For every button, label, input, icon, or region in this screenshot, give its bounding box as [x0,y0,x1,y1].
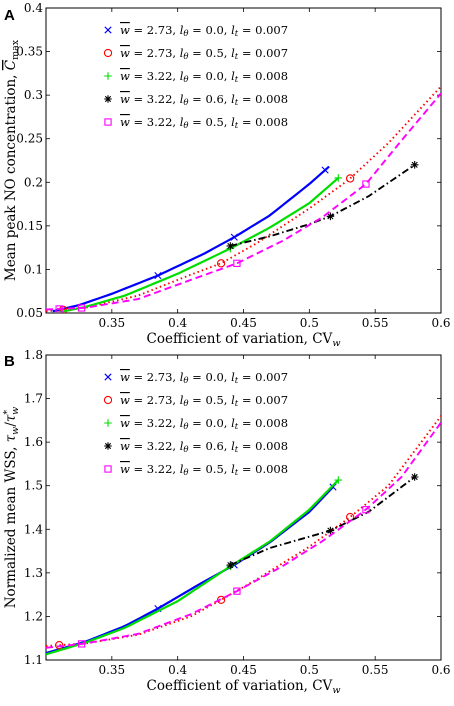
x-tick-label: 0.45 [230,316,257,330]
legend-entry: w = 3.22, lθ = 0.6, lt = 0.008 [120,92,288,108]
y-tick-label: 1.2 [24,609,43,623]
data-point-marker [233,587,241,595]
x-tick-label: 0.6 [431,663,450,677]
data-point-marker [230,233,238,241]
x-axis-label: Coefficient of variation, CVw [147,678,341,696]
x-tick-label: 0.55 [362,663,389,677]
data-point-marker [55,305,63,313]
data-point-marker [410,161,419,169]
chart-panel-a: 0.35 0.4 0.45 0.5 0.55 0.6 0.05 0.1 0.15 0.2 0.25 0… [3,1,451,349]
legend-marker [104,118,112,126]
data-point-marker [154,271,162,280]
series-group [46,85,441,313]
y-axis-label: Mean peak NO concentration, Cmax [3,39,21,281]
y-tick-label: 0.3 [24,88,43,102]
y-tick-label: 1.8 [24,348,43,362]
series-line-3 [46,479,340,656]
y-tick-label: 1.1 [24,653,43,667]
y-tick-label: 1.7 [24,392,43,406]
legend-entry: w = 2.73, lθ = 0.0, lt = 0.007 [120,23,288,39]
data-point-marker [77,304,86,312]
data-point-marker [233,259,241,267]
legend-marker [104,72,112,80]
legend: w = 2.73, lθ = 0.0, lt = 0.007 w = 2.73, … [103,23,288,131]
series-line-3 [55,177,340,313]
legend-marker [104,95,112,103]
series-line-1 [52,165,330,313]
panel-letter: A [4,7,15,24]
series-line-2 [46,415,441,648]
series-line-4 [229,476,416,566]
series-line-2 [46,85,441,313]
x-tick-label: 0.45 [230,663,257,677]
panel-letter: B [4,353,15,370]
legend-marker [104,26,112,34]
x-tick-label: 0.4 [168,316,187,330]
y-axis-label: Normalized mean WSS, τw/τ*w [2,407,21,609]
data-point-marker [216,259,226,268]
series-line-5 [46,92,441,311]
y-tick-label: 1.5 [24,479,43,493]
y-tick-label: 0.15 [16,219,43,233]
legend-entry: w = 3.22, lθ = 0.5, lt = 0.008 [120,115,288,131]
y-tick-label: 0.2 [24,175,43,189]
y-tick-label: 0.05 [16,306,43,320]
y-tick-label: 0.25 [16,132,43,146]
series-line-5 [46,421,441,649]
y-tick-label: 0.35 [16,45,43,59]
x-tick-label: 0.5 [300,316,319,330]
y-tick-label: 1.3 [24,566,43,580]
x-tick-label: 0.35 [98,316,125,330]
legend-entry: w = 3.22, lθ = 0.5, lt = 0.008 [120,462,288,478]
data-point-marker [321,166,329,174]
data-point-marker [410,473,419,481]
x-tick-label: 0.35 [98,663,125,677]
data-point-marker [334,174,343,182]
legend-marker [104,373,112,381]
legend-marker [104,419,112,427]
data-point-marker [334,476,343,484]
x-tick-label: 0.5 [300,663,319,677]
legend-entry: w = 3.22, lθ = 0.0, lt = 0.008 [120,416,288,432]
data-point-marker [226,561,235,569]
y-tick-label: 0.1 [24,262,43,276]
legend-entry: w = 3.22, lθ = 0.0, lt = 0.008 [120,69,288,85]
chart-panel-b: 0.35 0.4 0.45 0.5 0.55 0.6 1.1 1.2 1.3 1.4 1.5 1.6 1… [2,348,451,696]
legend-entry: w = 2.73, lθ = 0.5, lt = 0.007 [120,393,288,409]
series-group [46,415,441,656]
y-tick-label: 1.6 [24,435,43,449]
y-tick-label: 0.4 [24,1,43,15]
data-point-marker [77,640,86,648]
data-point-marker [226,242,235,250]
legend-marker [103,395,113,405]
data-point-marker [326,212,335,221]
legend-marker [104,442,112,450]
y-tick-label: 1.4 [24,522,43,536]
data-point-marker [362,506,370,514]
legend: w = 2.73, lθ = 0.0, lt = 0.007 w = 2.73, … [103,370,288,478]
data-point-marker [326,526,335,535]
series-line-4 [230,164,416,247]
x-axis-label: Coefficient of variation, CVw [147,331,341,349]
data-point-marker [345,174,355,183]
data-point-marker [362,180,370,188]
legend-entry: w = 2.73, lθ = 0.0, lt = 0.007 [120,370,288,386]
x-tick-label: 0.4 [168,663,187,677]
legend-marker [103,48,113,58]
plot-area [45,7,442,314]
legend-entry: w = 3.22, lθ = 0.6, lt = 0.008 [120,439,288,455]
x-tick-label: 0.55 [362,316,389,330]
x-tick-label: 0.6 [431,316,450,330]
legend-entry: w = 2.73, lθ = 0.5, lt = 0.007 [120,46,288,62]
legend-marker [104,465,112,473]
